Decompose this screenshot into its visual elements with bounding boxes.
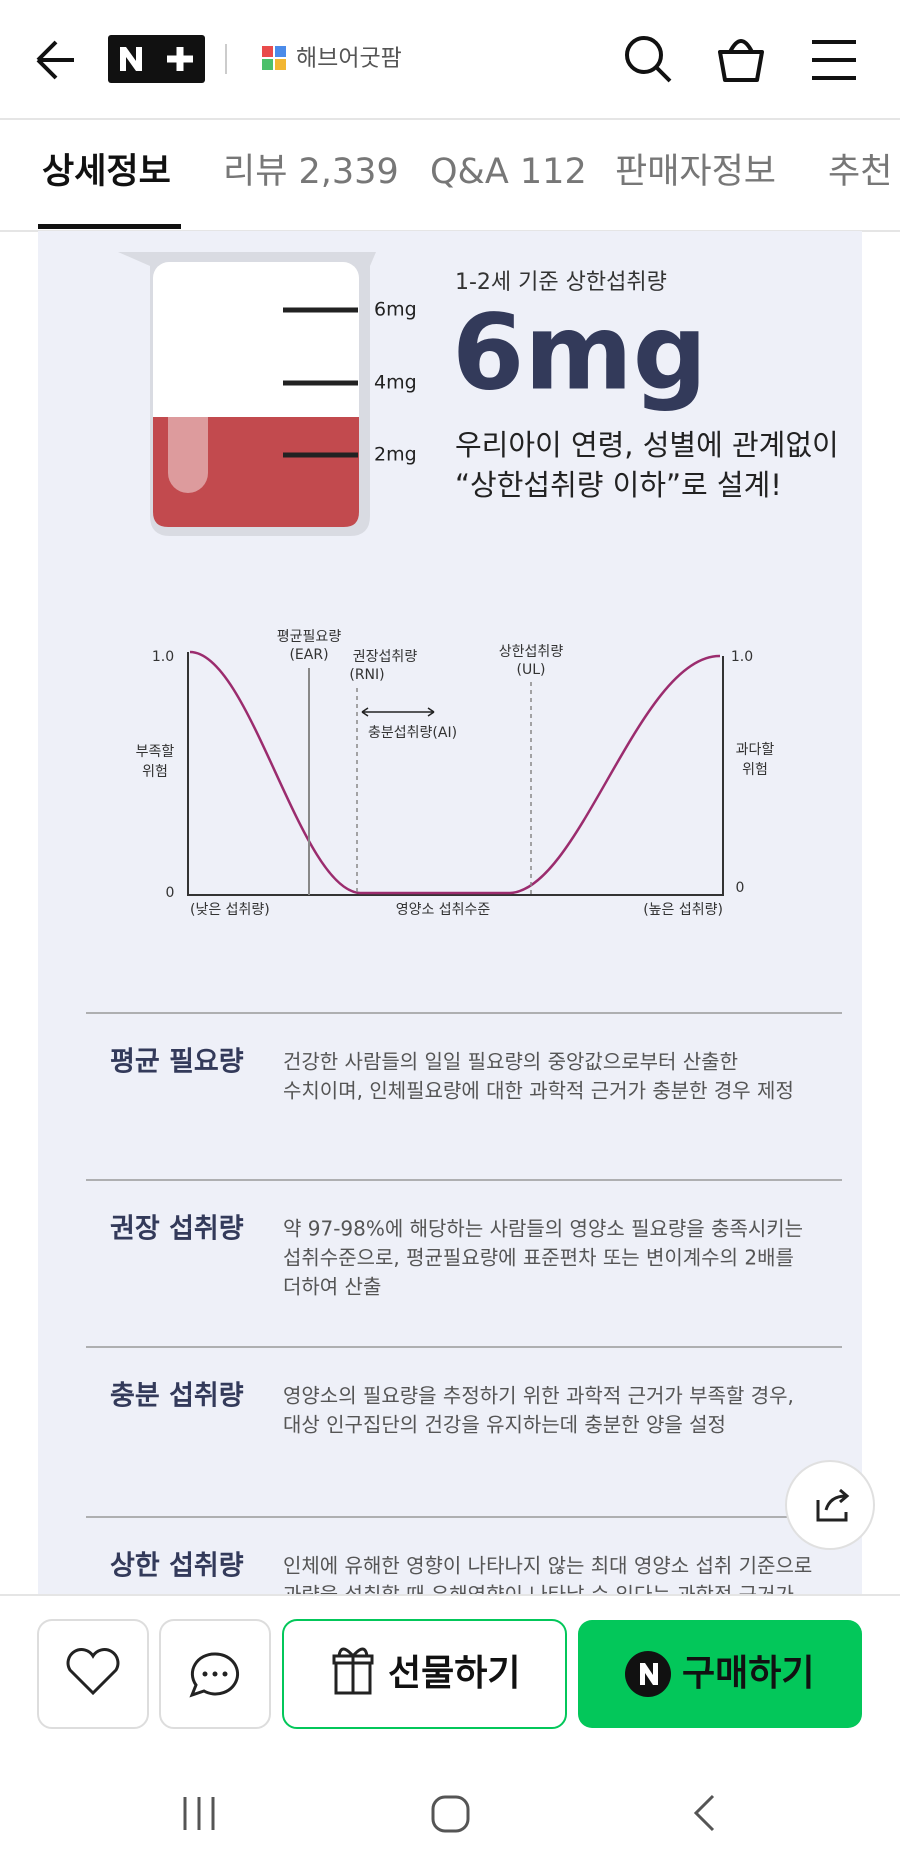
- annotation: 상한섭취량: [499, 644, 564, 660]
- chat-button[interactable]: [159, 1619, 271, 1729]
- axis-label: 0: [736, 880, 745, 896]
- tab-indicator: [38, 224, 181, 229]
- beaker-mark: 4mg: [374, 372, 417, 394]
- beaker-mark: 2mg: [374, 444, 417, 466]
- tab[interactable]: Q&A 112: [430, 152, 587, 192]
- axis-label: 0: [166, 885, 175, 901]
- recent-apps[interactable]: [183, 1797, 215, 1830]
- axis-title: 위험: [142, 764, 168, 780]
- tab[interactable]: 상세정보: [42, 152, 171, 192]
- share-button[interactable]: [785, 1460, 875, 1550]
- definition-text: 건강한 사람들의 일일 필요량의 중앙값으로부터 산출한: [283, 1050, 738, 1074]
- buy-label[interactable]: 구매하기: [682, 1653, 814, 1694]
- annotation: (RNI): [349, 667, 384, 683]
- brand-icon: [262, 46, 286, 70]
- home[interactable]: [431, 1795, 470, 1833]
- axis-label: 1.0: [152, 649, 174, 665]
- definition-term: 평균 필요량: [110, 1047, 244, 1078]
- header: 해브어굿팜: [0, 35, 900, 120]
- tab-bar: 상세정보 리뷰 2,339 Q&A 112 판매자정보 추천: [42, 152, 892, 192]
- axis-title: 위험: [742, 762, 768, 778]
- tab[interactable]: 리뷰 2,339: [223, 152, 399, 192]
- definition-text: 수치이며, 인체필요량에 대한 과학적 근거가 충분한 경우 제정: [283, 1079, 794, 1103]
- definition-term: 권장 섭취량: [110, 1214, 244, 1245]
- system-nav: [183, 1794, 715, 1833]
- x-label: (낮은 섭취량): [190, 902, 270, 918]
- gift-button[interactable]: 선물하기: [282, 1619, 567, 1729]
- annotation: (UL): [517, 662, 546, 678]
- content: 6mg 4mg 2mg 1-2세 기준 상한섭취량 6mg 우리아이 연령, 성…: [38, 231, 862, 1607]
- definitions: 평균 필요량 건강한 사람들의 일일 필요량의 중앙값으로부터 산출한수치이며, …: [86, 1012, 842, 1607]
- risk-diagram: 1.0 0 1.0 0 부족할 위험 과다할 위험 평균필요량 (EAR) 권장…: [136, 629, 775, 918]
- axis-title: 부족할: [136, 744, 175, 760]
- axis-label: 1.0: [731, 649, 753, 665]
- definition-term: 상한 섭취량: [110, 1551, 244, 1582]
- x-label: 영양소 섭취수준: [396, 902, 491, 918]
- search-button[interactable]: [625, 36, 672, 83]
- menu-button[interactable]: [812, 40, 856, 80]
- cart-button[interactable]: [718, 39, 764, 82]
- system-back[interactable]: [693, 1794, 715, 1832]
- annotation: (EAR): [289, 647, 328, 663]
- definition-text: 약 97-98%에 해당하는 사람들의 영양소 필요량을 충족시키는: [283, 1217, 803, 1241]
- beaker-mark: 6mg: [374, 299, 417, 321]
- hero-line: “상한섭취량 이하”로 설계!: [455, 468, 782, 502]
- logo[interactable]: [108, 35, 205, 83]
- definition-text: 과량을 섭취할 때 유해영향이 나타날 수 있다는 과학적 근거가: [283, 1583, 794, 1607]
- definition-text: 영양소의 필요량을 추정하기 위한 과학적 근거가 부족할 경우,: [283, 1384, 794, 1408]
- definition-text: 섭취수준으로, 평균필요량에 표준편차 또는 변이계수의 2배를: [283, 1246, 794, 1270]
- annotation: 충분섭취량(AI): [368, 725, 457, 741]
- tab[interactable]: 추천: [828, 152, 892, 192]
- definition-text: 대상 인구집단의 건강을 유지하는데 충분한 양을 설정: [283, 1413, 726, 1437]
- axis-title: 과다할: [736, 742, 775, 758]
- x-label: (높은 섭취량): [643, 902, 723, 918]
- buy-button[interactable]: 구매하기: [578, 1620, 862, 1728]
- back-button[interactable]: [36, 40, 74, 80]
- annotation: 평균필요량: [277, 629, 342, 645]
- hero-caption: 1-2세 기준 상한섭취량: [455, 270, 667, 295]
- beaker: [118, 252, 376, 536]
- tab[interactable]: 판매자정보: [615, 152, 776, 192]
- wish-button[interactable]: [37, 1619, 149, 1729]
- hero-amount: 6mg: [452, 291, 707, 413]
- gift-label[interactable]: 선물하기: [388, 1653, 520, 1694]
- definition-term: 충분 섭취량: [110, 1381, 244, 1412]
- definition-text: 더하여 산출: [283, 1275, 381, 1299]
- definition-text: 인체에 유해한 영향이 나타나지 않는 최대 영양소 섭취 기준으로: [283, 1554, 812, 1578]
- hero-line: 우리아이 연령, 성별에 관계없이: [455, 428, 839, 462]
- brand-name[interactable]: 해브어굿팜: [296, 46, 402, 72]
- annotation: 권장섭취량: [353, 649, 418, 665]
